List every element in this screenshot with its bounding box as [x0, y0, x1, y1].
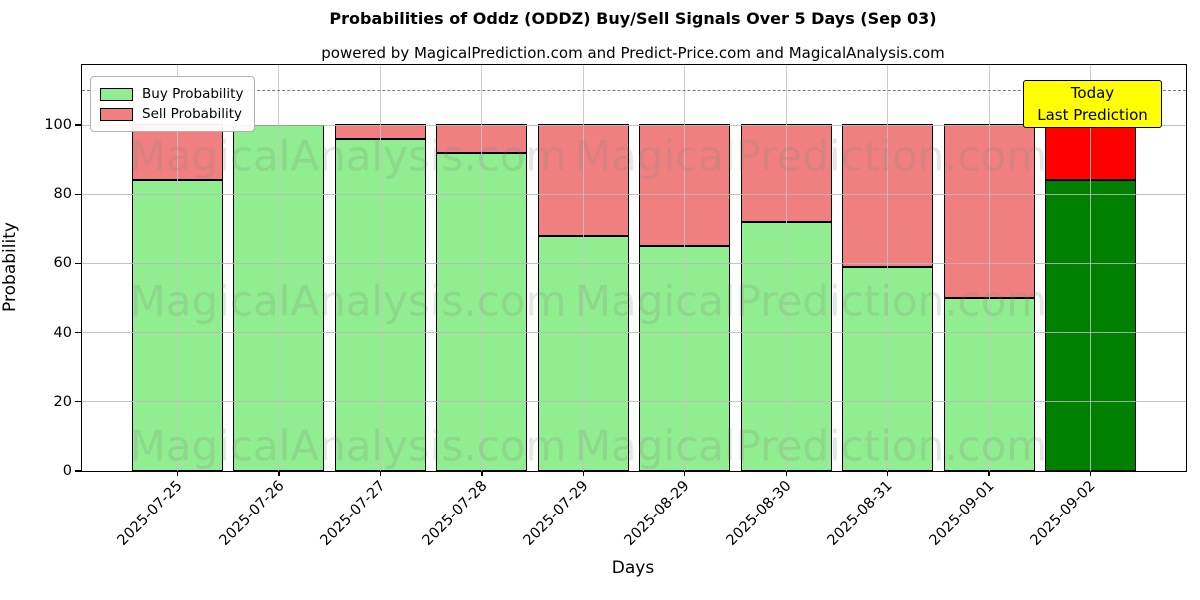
x-axis-tick — [785, 471, 787, 476]
y-axis-label: Probability — [0, 222, 20, 312]
horizontal-gridline — [82, 193, 1186, 195]
y-axis-tick — [75, 470, 81, 472]
buy-probability-swatch — [100, 87, 133, 101]
x-axis-tick — [176, 471, 179, 476]
y-axis-tick — [75, 124, 81, 126]
legend-row-buy: Buy Probability — [100, 84, 243, 104]
sell-probability-swatch — [100, 107, 133, 121]
x-axis-tick — [684, 471, 686, 476]
vertical-gridline — [1090, 65, 1092, 471]
horizontal-gridline — [82, 332, 1186, 334]
x-axis-tick — [481, 471, 483, 476]
x-tick-label: 2025-09-02 — [1027, 478, 1099, 549]
y-tick-label: 40 — [53, 324, 72, 341]
y-axis-tick — [75, 401, 81, 403]
vertical-gridline — [481, 65, 483, 471]
plot-area: 0 20 40 60 80 100 2025-07-25 2025-07-26 2025-07-… — [44, 64, 1187, 549]
chart-subtitle: powered by MagicalPrediction.com and Pre… — [321, 44, 945, 62]
legend-row-sell: Sell Probability — [100, 104, 243, 124]
y-tick-label: 0 — [62, 463, 72, 479]
x-axis-tick — [379, 471, 382, 476]
vertical-gridline — [785, 65, 787, 471]
y-tick-label: 60 — [53, 255, 72, 272]
today-annotation-box: Today Last Prediction — [1023, 80, 1162, 128]
horizontal-gridline — [82, 262, 1186, 264]
vertical-gridline — [684, 65, 686, 471]
vertical-gridline — [278, 65, 280, 471]
legend-label-sell: Sell Probability — [142, 106, 243, 122]
x-tick-label: 2025-08-29 — [622, 478, 694, 549]
x-tick-label: 2025-08-31 — [825, 478, 896, 549]
x-tick-label: 2025-07-26 — [216, 478, 288, 549]
horizontal-gridline — [82, 401, 1186, 403]
legend: Buy Probability Sell Probability — [90, 76, 256, 132]
vertical-gridline — [582, 65, 584, 471]
x-axis-label: Days — [611, 558, 655, 578]
y-tick-label: 20 — [53, 393, 72, 410]
y-axis-tick — [75, 262, 81, 265]
vertical-gridline — [379, 65, 381, 471]
horizontal-gridline — [82, 124, 1186, 126]
x-axis-tick — [1089, 471, 1092, 476]
x-axis-tick — [582, 471, 584, 476]
vertical-gridline — [177, 65, 178, 471]
vertical-gridline — [887, 65, 889, 471]
x-tick-label: 2025-07-28 — [419, 478, 491, 549]
y-tick-label: 80 — [53, 186, 72, 203]
dashed-guide-line — [82, 90, 1186, 92]
y-axis-tick — [75, 193, 81, 195]
y-axis-tick — [75, 331, 81, 334]
x-tick-label: 2025-07-25 — [114, 478, 186, 549]
x-tick-label: 2025-08-30 — [723, 478, 795, 549]
x-tick-label: 2025-07-29 — [520, 478, 592, 549]
vertical-gridline — [988, 65, 990, 471]
legend-label-buy: Buy Probability — [142, 86, 244, 102]
x-tick-label: 2025-07-27 — [317, 478, 389, 549]
x-axis-tick — [988, 471, 990, 476]
chart-title: Probabilities of Oddz (ODDZ) Buy/Sell Si… — [329, 9, 937, 28]
today-annotation-line1: Today — [1070, 84, 1115, 102]
x-axis-tick — [886, 471, 889, 476]
x-tick-label: 2025-09-01 — [926, 478, 998, 549]
today-annotation-line2: Last Prediction — [1037, 106, 1148, 124]
y-tick-label: 100 — [44, 117, 72, 133]
x-axis-tick — [278, 471, 280, 476]
